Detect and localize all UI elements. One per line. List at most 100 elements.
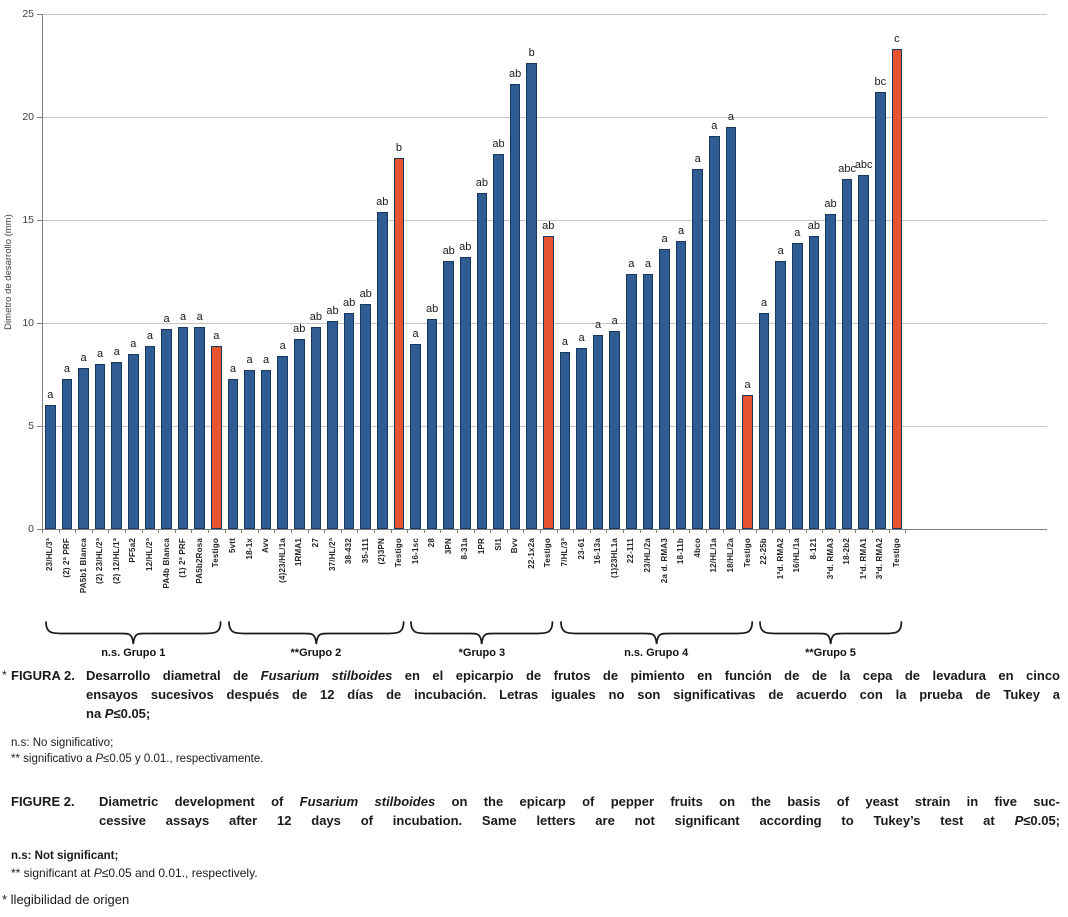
category-label: (2) 2ª PRF [61, 538, 71, 578]
x-axis-tick [556, 529, 558, 533]
bar [709, 135, 720, 529]
category-label: Testigo [891, 538, 901, 568]
category-label: 27 [310, 538, 320, 548]
text-segment: P [104, 706, 114, 721]
text-segment: en el epicarpio de frutos de pimiento en… [392, 668, 1060, 683]
category-label: PA5b1 Blanca [78, 538, 88, 594]
bar-control [742, 395, 753, 529]
caption-es-text: Desarrollo diametral de Fusarium stilboi… [86, 666, 1060, 723]
gridline [42, 117, 1047, 118]
bar [808, 236, 820, 529]
x-axis-tick [457, 529, 458, 533]
significance-letter: ab [342, 296, 356, 309]
gridline [42, 220, 1047, 221]
caption-en: FIGURE 2. Diametric development of Fusar… [0, 792, 1066, 830]
significance-letter: a [130, 337, 137, 350]
bar-chart: Dimetro de desarrollo (mm) 0 5 10 15 20 25 a 23… [3, 8, 1047, 659]
x-axis-tick [822, 529, 824, 533]
significance-letter: ab [309, 311, 323, 324]
category-label: (4)23/HL/1a [277, 538, 287, 583]
significance-letter: b [395, 142, 402, 155]
note-es-significance: ** significativo a P≤0.05 y 0.01., respe… [11, 752, 263, 768]
x-axis-tick [423, 529, 425, 533]
y-axis-tick [37, 220, 42, 221]
x-axis-tick [257, 529, 259, 533]
bar [426, 318, 438, 529]
significance-letter: a [279, 339, 286, 352]
text-segment: P [93, 865, 102, 880]
x-axis-tick [141, 529, 143, 533]
x-axis-tick [722, 529, 724, 533]
significance-letter: ab [475, 177, 489, 190]
category-label: 3PN [443, 538, 453, 555]
text-segment: Diametric development of [99, 794, 300, 809]
bar [360, 304, 371, 529]
x-axis-tick [573, 529, 575, 533]
y-axis-tick [37, 117, 42, 118]
group-brace [227, 621, 405, 645]
bar [875, 92, 886, 529]
bar [128, 353, 139, 529]
significance-letter: ab [508, 68, 522, 81]
bar-control [891, 49, 903, 529]
text-segment: Fusarium stilboides [260, 668, 393, 683]
caption-es-label: FIGURA 2. [11, 668, 75, 683]
significance-letter: a [163, 313, 170, 326]
x-axis-tick [307, 529, 309, 533]
category-label: 16/HL/1a [792, 538, 802, 573]
bar [227, 378, 239, 529]
x-axis-tick [739, 529, 741, 533]
bar-control [211, 345, 222, 529]
bar [775, 261, 786, 529]
notes-en: n.s: Not significant; ** significant at … [11, 849, 258, 882]
category-label: 18-2b2 [842, 538, 852, 565]
x-axis-tick [888, 529, 890, 533]
caption-es-line: ensayos sucesivos después de 12 días de … [86, 685, 1060, 704]
category-label: Testigo [393, 538, 403, 568]
significance-letter: a [711, 119, 718, 132]
category-label: 1RMA1 [294, 538, 304, 567]
significance-letter: c [894, 33, 900, 46]
x-axis-tick [506, 529, 508, 533]
significance-letter: a [146, 329, 153, 342]
category-label: 3ªd. RMA2 [875, 538, 885, 580]
x-axis-tick [58, 529, 60, 533]
x-axis-tick [490, 529, 492, 533]
bar [675, 240, 687, 529]
text-segment: ≤0.05; [1023, 813, 1060, 828]
bar [343, 312, 355, 529]
category-label: 23/HL/3ª [45, 538, 55, 572]
bar [260, 370, 272, 529]
group-brace [559, 621, 753, 645]
y-tick-label: 5 [28, 420, 34, 432]
bar [659, 248, 670, 529]
x-axis-tick [241, 529, 243, 533]
caption-en-line: Diametric development of Fusarium stilbo… [99, 792, 1060, 811]
note-en-ns: n.s: Not significant; [11, 849, 258, 865]
x-axis-tick [523, 529, 525, 533]
significance-letter: a [694, 152, 701, 165]
text-segment: ≤0.05 y 0.01., respectivamente. [103, 752, 264, 765]
bar [692, 168, 703, 529]
significance-letter: a [727, 111, 734, 124]
significance-letter: a [761, 296, 768, 309]
x-axis-tick [91, 529, 93, 533]
significance-letter: b [528, 47, 535, 60]
significance-letter: ab [326, 304, 339, 317]
x-axis-tick [672, 529, 674, 533]
bar [294, 339, 305, 529]
significance-letter: a [47, 389, 54, 402]
x-axis-tick [589, 529, 591, 533]
y-tick-label: 20 [22, 111, 34, 123]
category-label: 12/HL/2ª [144, 538, 154, 572]
x-axis-tick [390, 529, 392, 533]
bar [45, 405, 56, 529]
category-label: 22-111 [626, 538, 636, 564]
caption-en-label: FIGURE 2. [11, 794, 75, 809]
category-label: Testigo [742, 538, 752, 568]
category-label: (1)23HL1a [609, 538, 619, 579]
x-axis-tick [75, 529, 77, 533]
significance-letter: a [744, 379, 751, 392]
significance-letter: ab [425, 302, 439, 315]
caption-en-text: Diametric development of Fusarium stilbo… [99, 792, 1060, 830]
